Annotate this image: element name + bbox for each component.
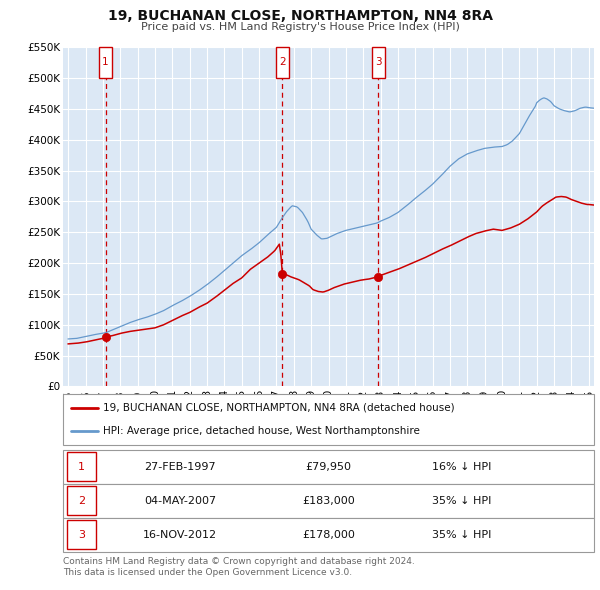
Text: Price paid vs. HM Land Registry's House Price Index (HPI): Price paid vs. HM Land Registry's House … — [140, 22, 460, 32]
Bar — [67, 520, 97, 549]
Text: 2: 2 — [279, 57, 286, 67]
Text: £79,950: £79,950 — [305, 461, 352, 471]
Bar — [99, 47, 112, 78]
Text: £183,000: £183,000 — [302, 496, 355, 506]
Text: This data is licensed under the Open Government Licence v3.0.: This data is licensed under the Open Gov… — [63, 568, 352, 577]
Bar — [67, 453, 97, 481]
Text: 16% ↓ HPI: 16% ↓ HPI — [431, 461, 491, 471]
Text: 3: 3 — [78, 530, 85, 540]
Bar — [276, 47, 289, 78]
Text: 1: 1 — [102, 57, 109, 67]
Bar — [67, 486, 97, 515]
Text: 19, BUCHANAN CLOSE, NORTHAMPTON, NN4 8RA (detached house): 19, BUCHANAN CLOSE, NORTHAMPTON, NN4 8RA… — [103, 402, 454, 412]
Text: 3: 3 — [375, 57, 382, 67]
Text: 04-MAY-2007: 04-MAY-2007 — [144, 496, 216, 506]
Text: 19, BUCHANAN CLOSE, NORTHAMPTON, NN4 8RA: 19, BUCHANAN CLOSE, NORTHAMPTON, NN4 8RA — [107, 9, 493, 23]
Text: 1: 1 — [78, 461, 85, 471]
Text: HPI: Average price, detached house, West Northamptonshire: HPI: Average price, detached house, West… — [103, 427, 420, 437]
Text: 16-NOV-2012: 16-NOV-2012 — [143, 530, 217, 540]
Bar — [372, 47, 385, 78]
Text: £178,000: £178,000 — [302, 530, 355, 540]
Text: Contains HM Land Registry data © Crown copyright and database right 2024.: Contains HM Land Registry data © Crown c… — [63, 558, 415, 566]
Text: 35% ↓ HPI: 35% ↓ HPI — [431, 496, 491, 506]
Text: 27-FEB-1997: 27-FEB-1997 — [144, 461, 215, 471]
Text: 2: 2 — [78, 496, 85, 506]
Text: 35% ↓ HPI: 35% ↓ HPI — [431, 530, 491, 540]
